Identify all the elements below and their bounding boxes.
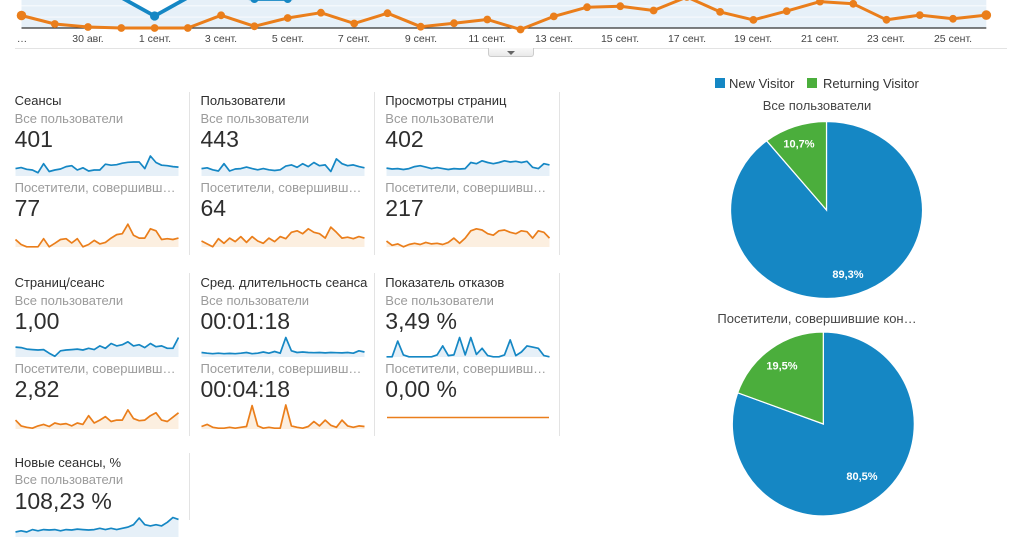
svg-text:10,7%: 10,7% [783,139,814,151]
svg-text:19,5%: 19,5% [766,361,797,373]
svg-text:89,3%: 89,3% [832,269,863,281]
svg-text:80,5%: 80,5% [846,471,877,483]
